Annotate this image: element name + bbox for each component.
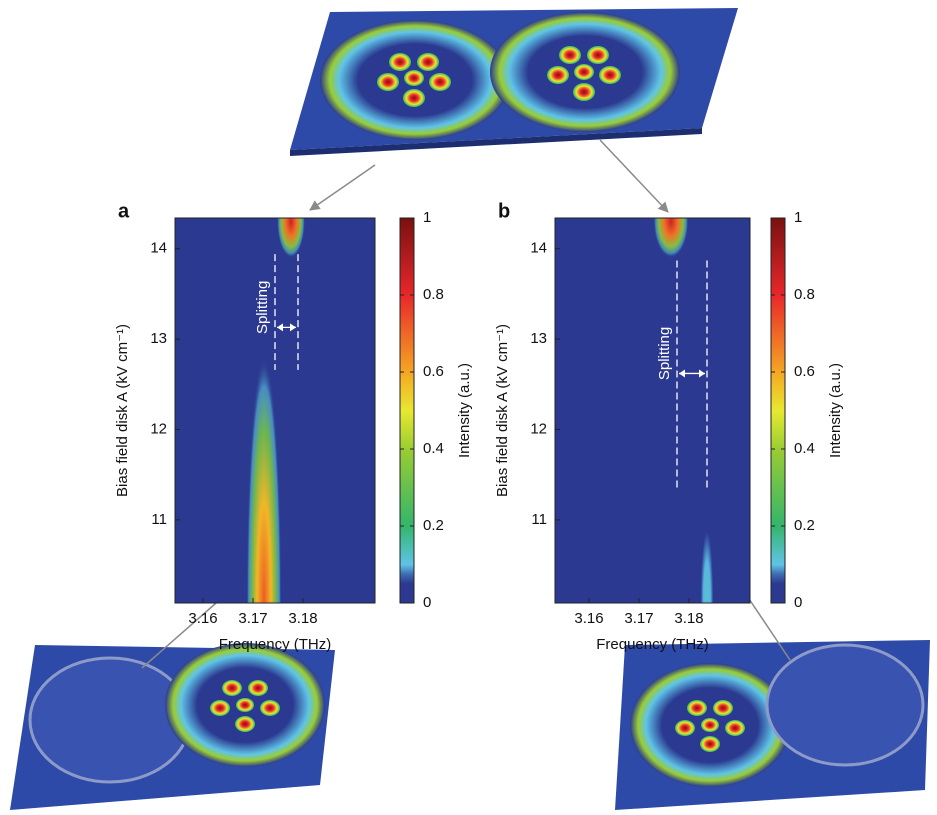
colorbar-tick-label: 0.6: [794, 363, 815, 380]
x-tick-label: 3.16: [574, 610, 603, 627]
plot-background: [555, 218, 750, 603]
x-tick-label: 3.18: [288, 610, 317, 627]
colorbar-label: Intensity (a.u.): [456, 363, 473, 458]
panel-label: b: [498, 200, 510, 222]
panel-label: a: [118, 200, 130, 222]
colorbar-tick-label: 0: [423, 594, 431, 611]
y-tick-label: 12: [530, 420, 547, 437]
splitting-label: Splitting: [656, 327, 673, 380]
colorbar-tick-label: 0.4: [794, 440, 815, 457]
y-tick-label: 11: [151, 511, 167, 528]
mode-render-right: [615, 640, 930, 810]
x-tick-label: 3.17: [624, 610, 653, 627]
colorbar-tick-label: 0.8: [794, 286, 815, 303]
y-tick-label: 13: [530, 330, 547, 347]
mode-render-top: [290, 8, 738, 156]
colorbar-label: Intensity (a.u.): [827, 363, 844, 458]
splitting-label: Splitting: [254, 281, 271, 334]
intensity-peak: [654, 185, 689, 257]
x-tick-label: 3.17: [238, 610, 267, 627]
colorbar-tick-label: 0.6: [423, 363, 444, 380]
colorbar-tick-label: 0.4: [423, 440, 444, 457]
y-tick-label: 14: [150, 240, 167, 257]
heatmap-panel: 3.16 3.17 3.18 11 12 13 14 Frequency (THz) Bias …: [494, 185, 844, 700]
colorbar-tick-label: 0: [794, 594, 802, 611]
colorbar: [400, 218, 414, 603]
colorbar: [771, 218, 785, 603]
y-axis-label: Bias field disk A (kV cm⁻¹): [114, 324, 131, 497]
y-tick-label: 14: [530, 240, 547, 257]
figure: 3.163.173.1811121314Frequency (THz)Bias …: [0, 0, 937, 815]
x-tick-label: 3.16: [188, 610, 217, 627]
x-axis-label: Frequency (THz): [596, 636, 709, 653]
colorbar-tick-label: 0.2: [423, 517, 444, 534]
colorbar-tick-label: 0.2: [794, 517, 815, 534]
intensity-peak: [277, 185, 305, 257]
colorbar-tick-label: 1: [423, 209, 431, 226]
y-tick-label: 13: [150, 330, 167, 347]
y-axis-label: Bias field disk A (kV cm⁻¹): [494, 324, 511, 497]
x-tick-label: 3.18: [674, 610, 703, 627]
x-axis-label: Frequency (THz): [219, 636, 332, 653]
y-tick-label: 11: [531, 511, 547, 528]
colorbar-tick-label: 1: [794, 209, 802, 226]
mode-render-left: [10, 643, 335, 810]
y-tick-label: 12: [150, 420, 167, 437]
colorbar-tick-label: 0.8: [423, 286, 444, 303]
